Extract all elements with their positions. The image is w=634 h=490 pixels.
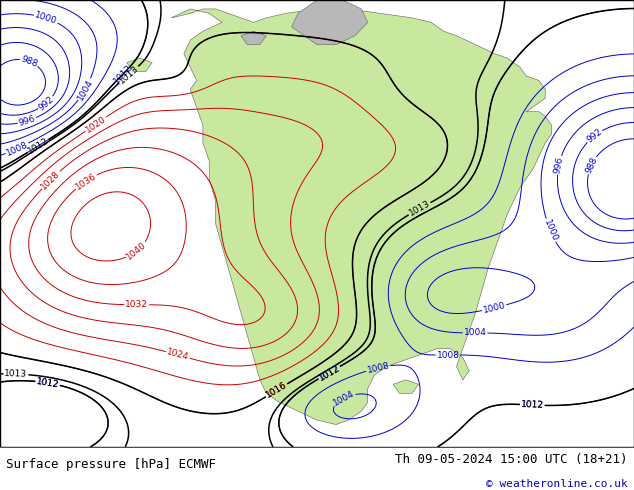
Text: 1008: 1008 [5,140,29,157]
Text: 1012: 1012 [112,63,134,86]
Text: 996: 996 [553,156,565,174]
Text: 1013: 1013 [407,199,432,218]
Text: 1020: 1020 [84,114,108,134]
Text: 996: 996 [18,114,37,128]
Polygon shape [241,31,266,45]
Text: 1016: 1016 [264,381,288,400]
Text: 992: 992 [585,127,604,145]
Text: Th 09-05-2024 15:00 UTC (18+21): Th 09-05-2024 15:00 UTC (18+21) [395,453,628,466]
Polygon shape [393,380,418,393]
Text: 1016: 1016 [264,381,288,400]
Text: 1024: 1024 [166,347,190,363]
Text: 1012: 1012 [521,400,544,410]
Text: 1004: 1004 [463,328,486,338]
Text: 1004: 1004 [332,389,356,408]
Text: 1000: 1000 [542,218,559,243]
Text: 1012: 1012 [36,377,60,389]
Text: 1036: 1036 [74,171,98,192]
Text: © weatheronline.co.uk: © weatheronline.co.uk [486,479,628,489]
Text: 1012: 1012 [317,363,341,382]
Text: 1012: 1012 [317,363,341,382]
Text: 1008: 1008 [366,361,391,375]
Text: 988: 988 [20,54,39,69]
Text: 1032: 1032 [125,300,148,309]
Text: 1004: 1004 [75,77,94,102]
Text: 1012: 1012 [521,400,544,410]
Polygon shape [171,9,552,424]
Text: 1000: 1000 [34,10,58,26]
Polygon shape [127,58,152,72]
Text: 1000: 1000 [482,301,507,315]
Text: 1013: 1013 [4,369,27,379]
Polygon shape [292,0,368,45]
Text: 1008: 1008 [437,350,460,360]
Text: 1013: 1013 [117,64,140,85]
Text: 992: 992 [37,94,56,112]
Text: 1028: 1028 [39,169,62,191]
Text: Surface pressure [hPa] ECMWF: Surface pressure [hPa] ECMWF [6,458,216,470]
Text: 1012: 1012 [36,377,60,389]
Text: 1012: 1012 [26,136,50,156]
Text: 988: 988 [584,155,599,175]
Text: 1040: 1040 [125,240,148,262]
